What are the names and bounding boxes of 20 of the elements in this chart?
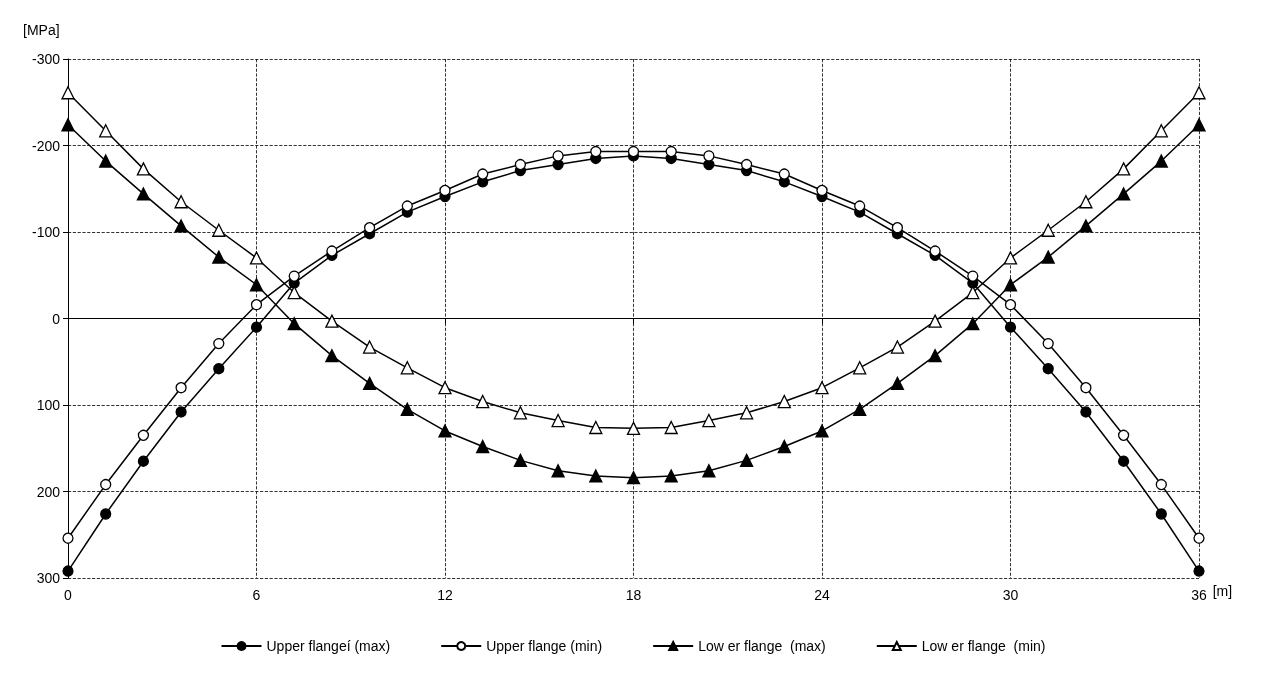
y-tick-label: -200: [31, 137, 61, 154]
y-tick-label: -300: [31, 51, 61, 67]
x-tick-label: 0: [64, 587, 73, 603]
x-tick-label: 30: [1002, 587, 1019, 603]
legend-label: Upper flangeí (max): [266, 638, 391, 654]
x-tick-label: 6: [252, 587, 261, 603]
x-tick-label: 18: [625, 587, 642, 603]
legend-label: Upper flange (min): [486, 638, 603, 654]
legend-label: Low er flange (min): [921, 638, 1046, 654]
y-tick-label: 200: [36, 483, 61, 500]
x-axis-title: [m]: [1212, 583, 1233, 599]
y-tick-label: 100: [36, 397, 61, 413]
legend-label: Low er flange (max): [698, 638, 826, 654]
y-tick-label: 300: [36, 570, 61, 586]
y-tick-label: -100: [31, 224, 61, 240]
x-tick-label: 12: [437, 587, 453, 603]
y-tick-label: 0: [52, 310, 61, 327]
x-tick-label: 24: [814, 587, 830, 603]
x-tick-label: 36: [1191, 587, 1207, 603]
y-axis-title: [MPa]: [23, 22, 60, 38]
